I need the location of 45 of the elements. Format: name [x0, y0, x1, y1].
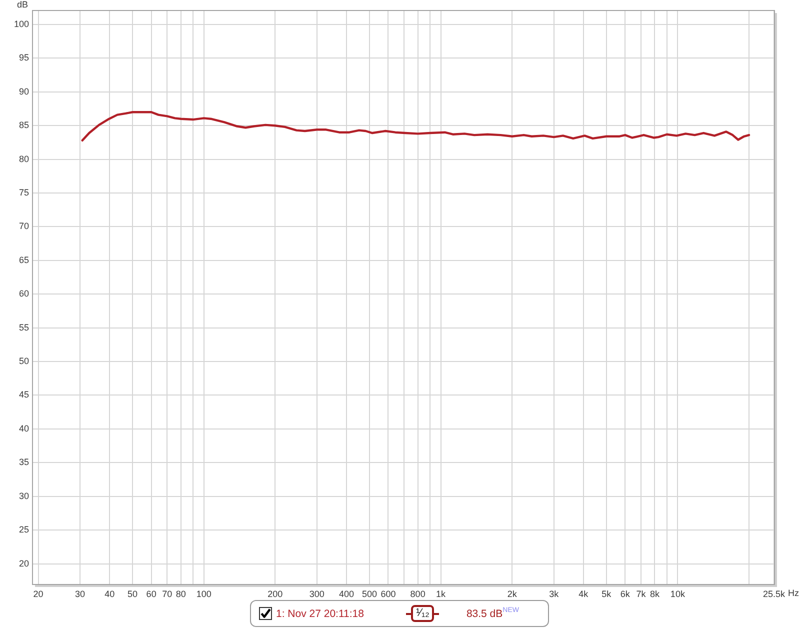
x-tick-label: 800 [410, 588, 426, 599]
y-tick-label: 95 [18, 52, 29, 63]
y-tick-label: 70 [18, 221, 29, 232]
x-tick-label: 300 [309, 588, 324, 599]
x-axis-title: Hz [788, 588, 800, 598]
y-tick-label: 80 [18, 154, 29, 164]
y-tick-label: 30 [18, 490, 29, 501]
y-tick-label: 85 [18, 120, 29, 130]
x-tick-label: 25.5k [762, 588, 786, 599]
x-tick-label: 5k [602, 588, 612, 599]
y-tick-label: 25 [18, 524, 29, 535]
x-tick-label: 2k [507, 588, 518, 599]
x-tick-label: 100 [196, 588, 212, 599]
x-tick-label: 50 [128, 588, 138, 599]
x-tick-label: 3k [549, 588, 560, 599]
x-tick-label: 7k [636, 588, 646, 599]
y-tick-label: 100 [14, 18, 29, 29]
x-tick-label: 70 [162, 588, 172, 599]
x-tick-label: 30 [74, 588, 86, 599]
x-tick-label: 40 [104, 588, 115, 599]
x-tick-label: 200 [268, 588, 283, 599]
x-tick-label: 6k [620, 588, 630, 599]
x-tick-label: 600 [380, 588, 396, 599]
y-tick-label: 75 [18, 187, 29, 198]
y-tick-label: 20 [18, 558, 29, 568]
x-tick-label: 1k [436, 588, 446, 599]
y-axis-title: dB [16, 0, 28, 10]
y-tick-label: 35 [18, 457, 29, 468]
y-tick-label: 45 [18, 390, 29, 400]
x-tick-label: 80 [176, 588, 186, 599]
x-tick-label: 500 [362, 588, 377, 599]
x-tick-label: 10k [670, 588, 686, 599]
text: 1: Nov 27 20:11:18 [276, 608, 364, 620]
y-tick-label: 55 [18, 322, 29, 332]
x-tick-label: 4k [578, 588, 589, 599]
x-tick-label: 8k [650, 588, 660, 599]
x-tick-label: 20 [33, 588, 44, 599]
y-tick-label: 60 [18, 288, 29, 299]
y-tick-label: 90 [18, 86, 29, 96]
text: 83.5 dB$^{NEW}$ [466, 606, 519, 620]
y-tick-label: 40 [18, 423, 29, 434]
y-tick-label: 50 [18, 356, 29, 366]
y-tick-label: 65 [18, 254, 29, 265]
x-tick-label: 400 [338, 588, 354, 599]
x-tick-label: 60 [146, 588, 156, 599]
